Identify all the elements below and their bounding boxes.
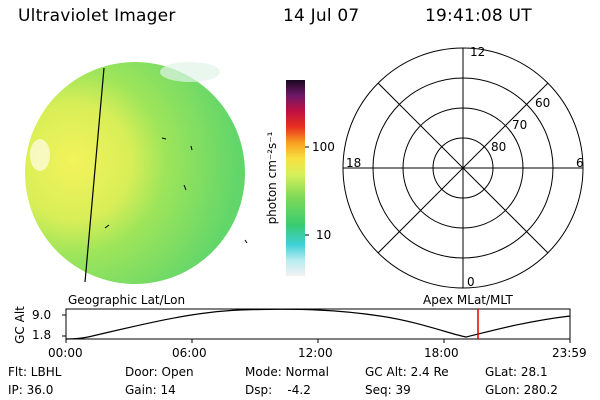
altitude-strip [62,308,571,343]
strip-xtick-label: 18:00 [424,346,459,360]
status-gain: Gain: 14 [125,383,176,397]
colorbar-tick-100: 100 [312,140,335,154]
status-glon: GLon: 280.2 [485,383,558,397]
date-label: 14 Jul 07 [283,6,360,26]
colorbar [286,80,309,276]
app-title: Ultraviolet Imager [18,6,176,26]
lat-70-label: 70 [512,118,528,132]
dayglow-spot [30,139,50,171]
lat-60-label: 60 [535,96,551,110]
disk-edge-glow [160,62,220,82]
geographic-label: Geographic Lat/Lon [68,293,186,307]
coastline-mark [161,137,167,140]
coastline-mark [244,239,248,244]
status-mode: Mode: Normal [245,365,329,379]
polar-plot [342,47,584,289]
strip-ylabel: GC Alt [13,306,27,344]
strip-ytick-high: 9.0 [32,308,52,322]
altitude-curve [65,308,571,340]
status-glat: GLat: 28.1 [485,365,548,379]
terminator-line [84,67,105,283]
lat-80-label: 80 [491,140,507,154]
colorbar-tick-10: 10 [316,228,332,242]
polar-diagonal [377,82,549,254]
coastline-mark [183,184,187,191]
mlt-18-label: 18 [346,156,362,170]
coastline-mark [104,224,110,229]
strip-xtick-label: 12:00 [298,346,333,360]
time-label: 19:41:08 UT [425,6,532,26]
status-door: Door: Open [125,365,194,379]
status-ip: IP: 36.0 [8,383,54,397]
status-dsp: Dsp: -4.2 [245,383,311,397]
mlt-12-label: 12 [470,45,486,59]
strip-ytick-low: 1.8 [32,328,52,342]
strip-frame [65,308,571,340]
coastline-mark [190,145,193,151]
strip-xtick-label: 00:00 [48,346,83,360]
mlt-6-label: 6 [576,156,584,170]
mlt-0-label: 0 [467,275,475,289]
strip-xtick-label: 23:59 [552,346,587,360]
auroral-image [25,62,248,284]
apex-label: Apex MLat/MLT [423,293,513,307]
colorbar-unit-label: photon cm⁻²s⁻¹ [265,131,279,225]
status-seq: Seq: 39 [365,383,411,397]
colorbar-gradient [286,80,305,276]
status-gc-alt: GC Alt: 2.4 Re [365,365,449,379]
status-flt: Flt: LBHL [8,365,62,379]
earth-disk [25,62,245,284]
strip-xtick-label: 06:00 [172,346,207,360]
